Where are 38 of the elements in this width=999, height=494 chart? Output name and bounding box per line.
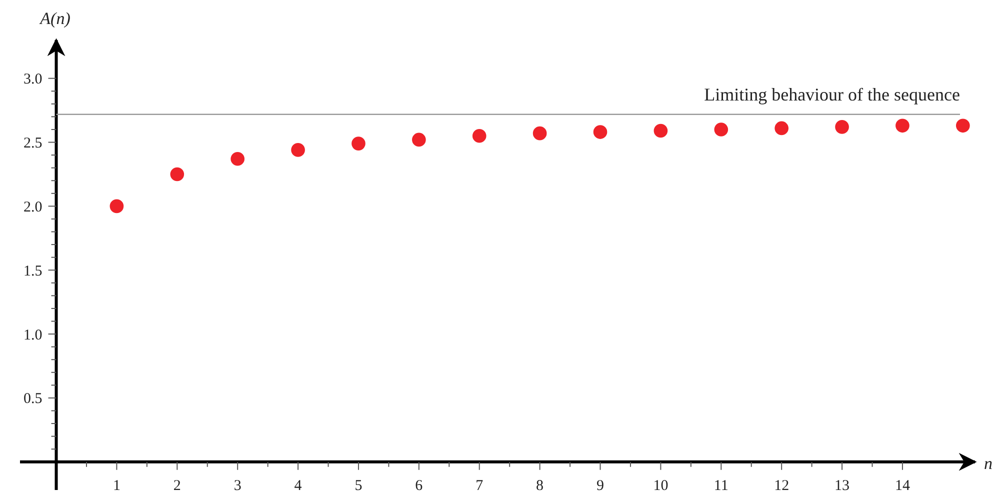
point: [291, 143, 305, 157]
x-tick-label: 11: [714, 478, 728, 494]
x-tick-label: 5: [354, 478, 362, 494]
y-tick-label: 2.5: [24, 136, 42, 152]
point: [110, 199, 124, 214]
point: [654, 124, 668, 138]
point: [352, 136, 366, 150]
x-tick-label: 7: [476, 478, 484, 494]
x-tick-label: 4: [294, 478, 302, 494]
y-tick-label: 1.0: [24, 327, 42, 344]
x-tick-label: 14: [894, 478, 910, 494]
y-axis-title: A(n): [39, 9, 71, 28]
y-tick-label: 2.0: [24, 199, 42, 216]
y-tick-label: 1.5: [24, 263, 42, 280]
x-tick-label: 6: [415, 478, 424, 494]
point: [170, 167, 184, 182]
point: [472, 128, 486, 143]
x-tick-label: 3: [234, 478, 242, 494]
x-tick-label: 10: [653, 478, 668, 494]
x-tick-label: 2: [173, 478, 181, 494]
x-tick-label: 9: [596, 478, 604, 494]
point: [593, 125, 608, 139]
point: [714, 122, 728, 136]
point: [532, 126, 547, 140]
point: [896, 118, 910, 133]
ref-line-label: Limiting behaviour of the sequence: [704, 84, 960, 104]
point: [230, 152, 245, 166]
point: [412, 132, 426, 147]
x-tick-label: 8: [536, 478, 544, 494]
x-tick-label: 13: [834, 478, 850, 494]
point: [956, 118, 970, 133]
point: [774, 121, 788, 136]
point: [835, 120, 849, 134]
x-axis-title: n: [984, 454, 992, 473]
x-tick-label: 12: [774, 478, 790, 494]
y-tick-label: 0.5: [24, 391, 42, 408]
x-tick-label: 1: [112, 478, 120, 494]
y-tick-label: 3.0: [24, 72, 42, 88]
